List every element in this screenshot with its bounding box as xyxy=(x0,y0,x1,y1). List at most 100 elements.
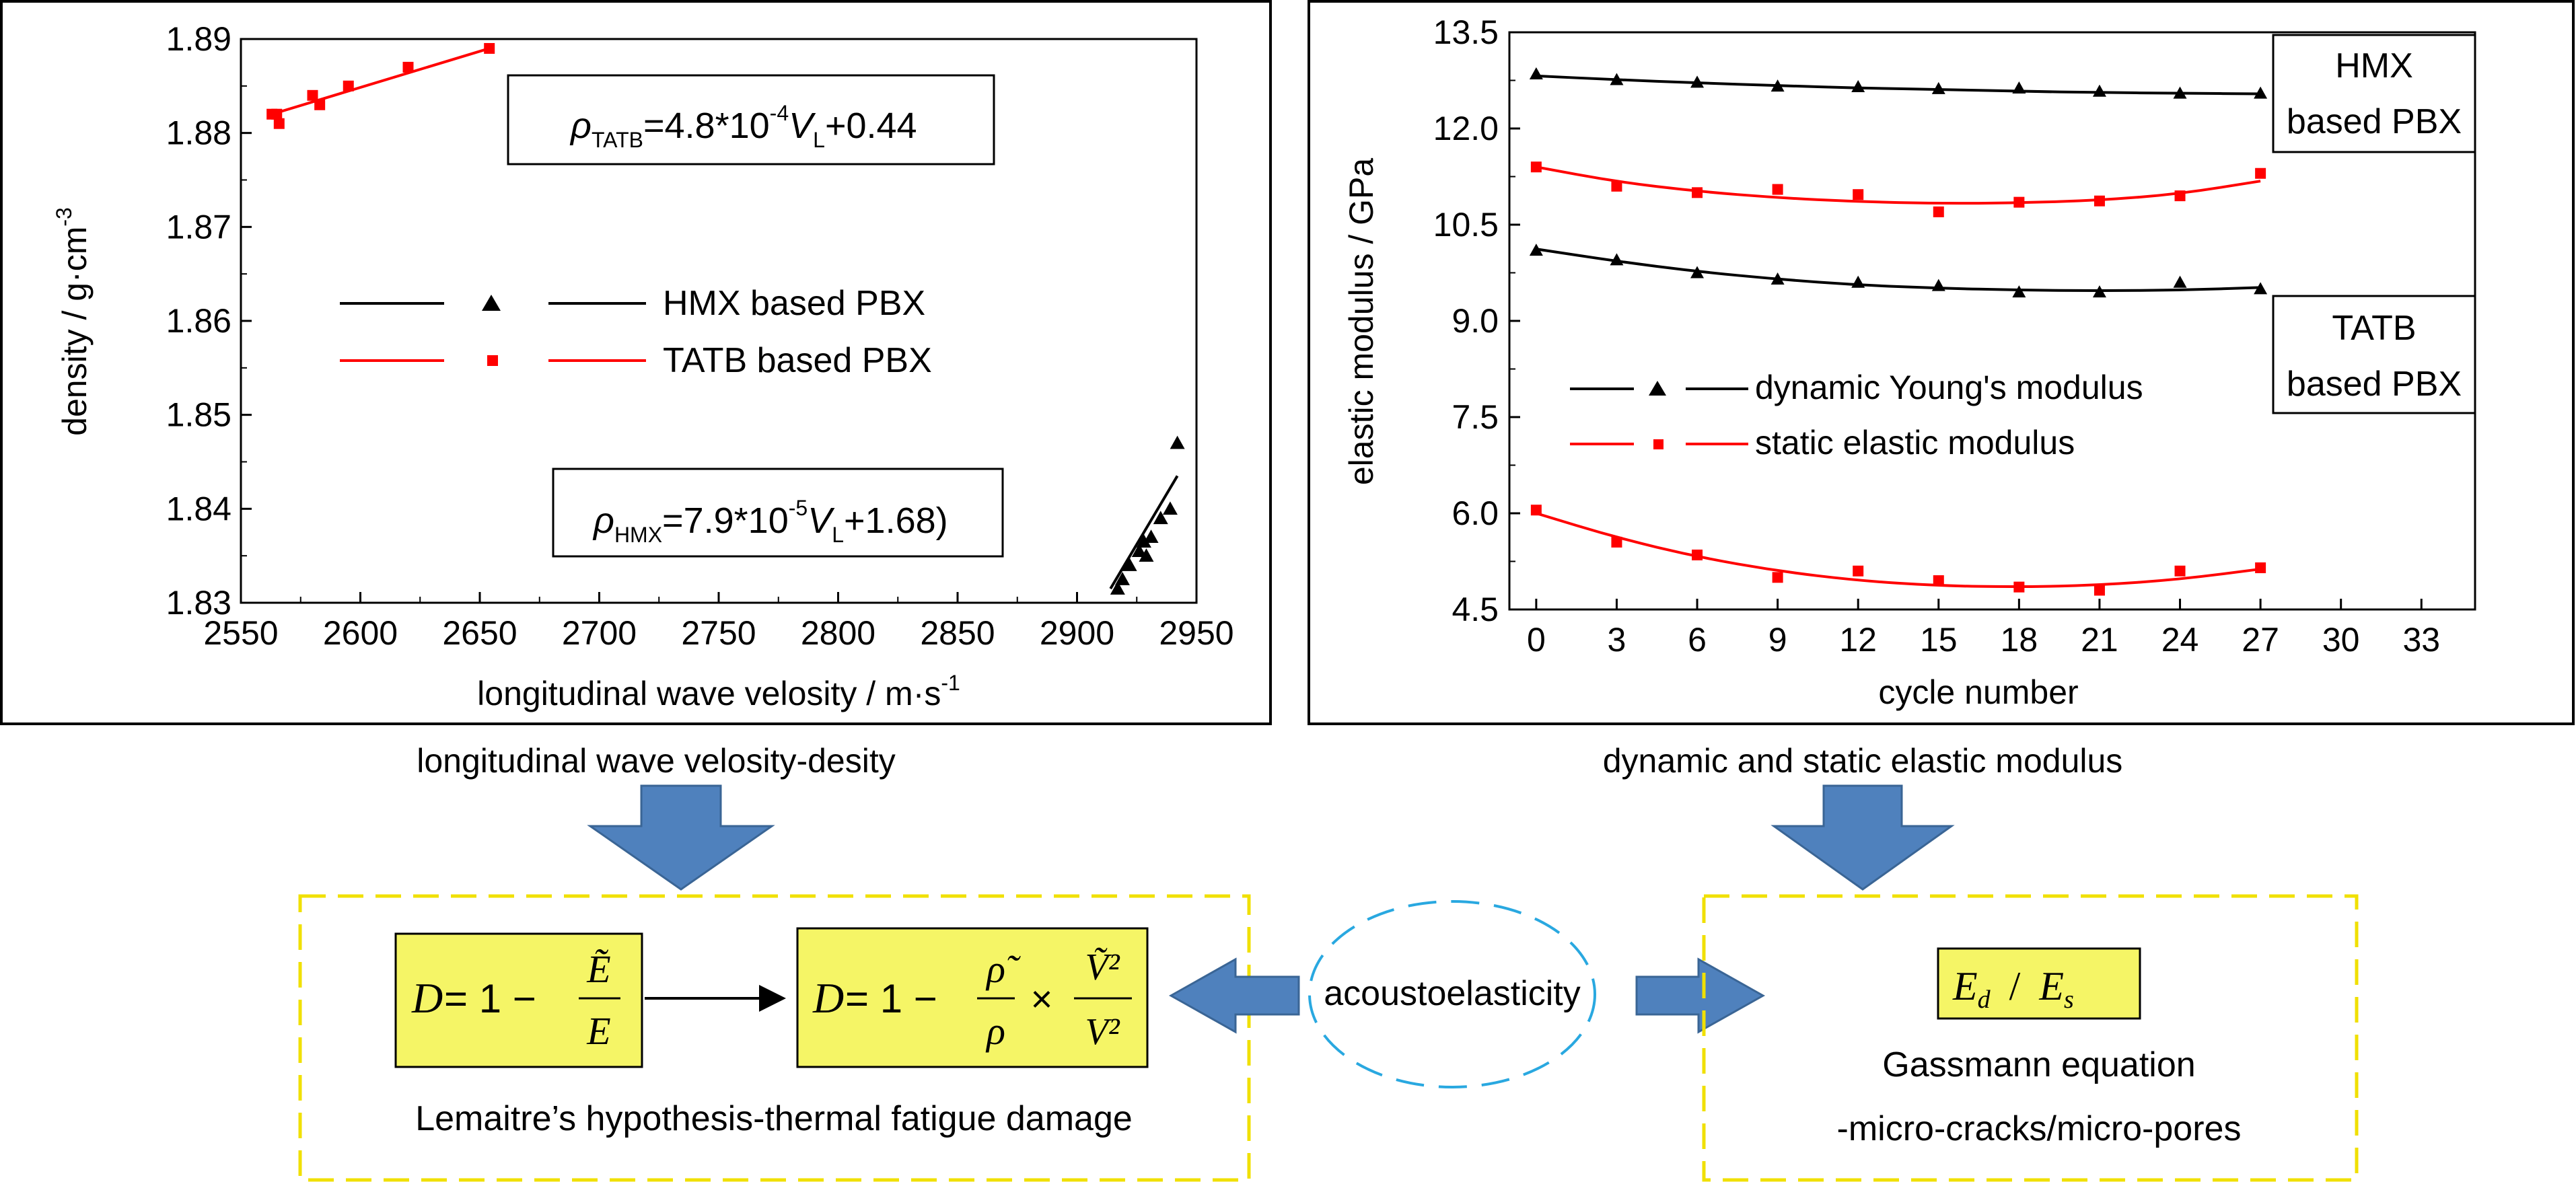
left-xtick-label: 2600 xyxy=(323,614,398,652)
right-point-static xyxy=(2255,168,2266,179)
right-ytick-label: 12.0 xyxy=(1433,110,1499,147)
right-point-static xyxy=(2013,196,2025,208)
left-xtick-label: 2900 xyxy=(1040,614,1114,652)
acoustoelasticity-label: acoustoelasticity xyxy=(1324,974,1581,1013)
tatb-group-label: TATB based PBX xyxy=(2272,295,2476,414)
left-xtick-label: 2700 xyxy=(562,614,637,652)
right-ylabel: elastic modulus / GPa xyxy=(1343,158,1380,486)
hmx-equation-box: ρHMX=7.9*10-5VL+1.68) xyxy=(552,468,1004,558)
right-point-dynamic xyxy=(2254,86,2268,99)
tatb-equation: ρTATB=4.8*10-4VL+0.44 xyxy=(569,101,917,152)
right-point-static xyxy=(1772,572,1783,583)
left-point-tatb xyxy=(343,80,354,91)
right-fit-line-0 xyxy=(1536,74,2261,96)
left-axis-ticks: 2550 2600 2650 2700 2750 2800 2850 2900 2950 1.83… xyxy=(166,20,1234,652)
acoustoelasticity-group: acoustoelasticity xyxy=(1168,900,1766,1088)
right-point-dynamic xyxy=(1690,75,1705,88)
damage-equation-2: D = 1 − ρ̃ ρ × Ṽ² V² xyxy=(796,927,1149,1068)
right-xtick-label: 18 xyxy=(2001,621,2038,659)
left-xtick-label: 2950 xyxy=(1159,614,1233,652)
acoustoelasticity-ellipse xyxy=(1308,900,1596,1088)
right-point-static xyxy=(1933,206,1944,217)
right-point-dynamic xyxy=(1770,272,1785,285)
right-point-static xyxy=(1772,184,1783,195)
right-point-static xyxy=(2174,190,2186,202)
right-axis-ticks: 0 3 6 9 12 15 18 21 24 27 30 33 4.5 6.0 7.5 9.0 10.5 12.0… xyxy=(1433,13,2440,659)
left-point-hmx xyxy=(1122,558,1137,571)
right-xtick-label: 33 xyxy=(2402,621,2440,659)
eq2-denominator-2: V² xyxy=(1085,1011,1120,1053)
right-ytick-label: 7.5 xyxy=(1452,398,1499,436)
left-point-tatb xyxy=(271,108,283,120)
right-point-dynamic xyxy=(1529,244,1543,256)
right-point-static xyxy=(1853,565,1864,577)
left-fit-lines xyxy=(271,47,1179,590)
right-panel: 0 3 6 9 12 15 18 21 24 27 30 33 4.5 6.0 7.5 9.0 10.5 12.0… xyxy=(1308,0,2575,725)
eq2-times: × xyxy=(1031,977,1053,1020)
left-ytick-label: 1.85 xyxy=(166,396,231,434)
right-ytick-label: 4.5 xyxy=(1452,591,1499,628)
left-point-tatb xyxy=(273,118,285,129)
left-point-hmx xyxy=(1136,534,1151,548)
left-point-hmx xyxy=(1110,581,1125,595)
density-velocity-plot: 2550 2600 2650 2700 2750 2800 2850 2900 2950 1.83… xyxy=(166,20,1234,652)
right-xtick-label: 15 xyxy=(1920,621,1958,659)
right-point-static xyxy=(1853,189,1864,200)
right-fit-line-3 xyxy=(1536,512,2261,589)
right-legend: dynamic Young's modulus static elastic m… xyxy=(1570,369,2143,461)
right-point-static xyxy=(1611,180,1622,192)
right-point-static xyxy=(2094,195,2105,207)
left-xtick-label: 2550 xyxy=(203,614,278,652)
left-data-points xyxy=(266,42,1185,595)
left-point-tatb xyxy=(484,42,495,54)
right-point-static xyxy=(1611,536,1622,548)
eq1-lhs: D xyxy=(411,974,443,1022)
right-xtick-label: 6 xyxy=(1688,621,1707,659)
right-point-static xyxy=(1530,161,1542,173)
lemaitre-caption: Lemaitre’s hypothesis-thermal fatigue da… xyxy=(415,1099,1133,1138)
eq2-numerator-2: Ṽ² xyxy=(1085,947,1120,988)
left-xlabel: longitudinal wave velosity / m·s-1 xyxy=(477,671,960,712)
eq1-rest: = 1 − xyxy=(444,976,536,1021)
left-panel: 2550 2600 2650 2700 2750 2800 2850 2900 2950 1.83… xyxy=(0,0,1272,725)
left-ytick-label: 1.87 xyxy=(166,208,231,246)
left-xtick-label: 2850 xyxy=(920,614,995,652)
right-point-dynamic xyxy=(2012,81,2026,94)
right-xtick-label: 9 xyxy=(1768,621,1787,659)
right-xtick-label: 30 xyxy=(2322,621,2360,659)
legend-tatb-square xyxy=(487,355,498,366)
left-point-hmx xyxy=(1170,435,1185,449)
right-ytick-label: 6.0 xyxy=(1452,494,1499,532)
eq2-rest: = 1 − xyxy=(845,976,937,1021)
left-panel-frame xyxy=(0,0,1272,725)
left-ytick-label: 1.89 xyxy=(166,20,231,58)
right-xtick-label: 21 xyxy=(2081,621,2118,659)
modulus-ratio: Ed / Es xyxy=(1952,964,2074,1014)
lemaitre-dashed-frame xyxy=(298,894,1251,1182)
left-ytick-label: 1.83 xyxy=(166,584,231,622)
right-point-dynamic xyxy=(2092,285,2106,298)
right-point-static xyxy=(2174,565,2186,577)
eq1-denominator: E xyxy=(586,1009,610,1053)
left-point-hmx xyxy=(1139,548,1154,562)
right-point-dynamic xyxy=(1851,80,1865,93)
arrow-to-lemaitre xyxy=(1168,957,1300,1034)
right-point-dynamic xyxy=(2173,86,2187,99)
gassmann-line2: -micro-cracks/micro-pores xyxy=(1837,1109,2242,1148)
hmx-group-line2: based PBX xyxy=(2287,102,2462,141)
damage-equation-1: D = 1 − Ẽ E xyxy=(394,932,643,1068)
legend-hmx-triangle xyxy=(482,295,501,311)
gassmann-group: Ed / Es Gassmann equation -micro-cracks/mi… xyxy=(1702,894,2359,1182)
left-point-hmx xyxy=(1114,572,1130,585)
left-point-hmx xyxy=(1143,529,1159,544)
modulus-ratio-box: Ed / Es xyxy=(1937,947,2141,1020)
legend-hmx-label: HMX based PBX xyxy=(663,284,925,323)
left-xtick-label: 2650 xyxy=(442,614,517,652)
gassmann-line1: Gassmann equation xyxy=(1882,1045,2195,1084)
right-caption: dynamic and static elastic modulus xyxy=(1603,742,2123,780)
left-point-tatb xyxy=(402,61,414,73)
left-ytick-label: 1.88 xyxy=(166,114,231,152)
right-point-dynamic xyxy=(1770,79,1785,92)
left-point-tatb xyxy=(314,99,326,110)
